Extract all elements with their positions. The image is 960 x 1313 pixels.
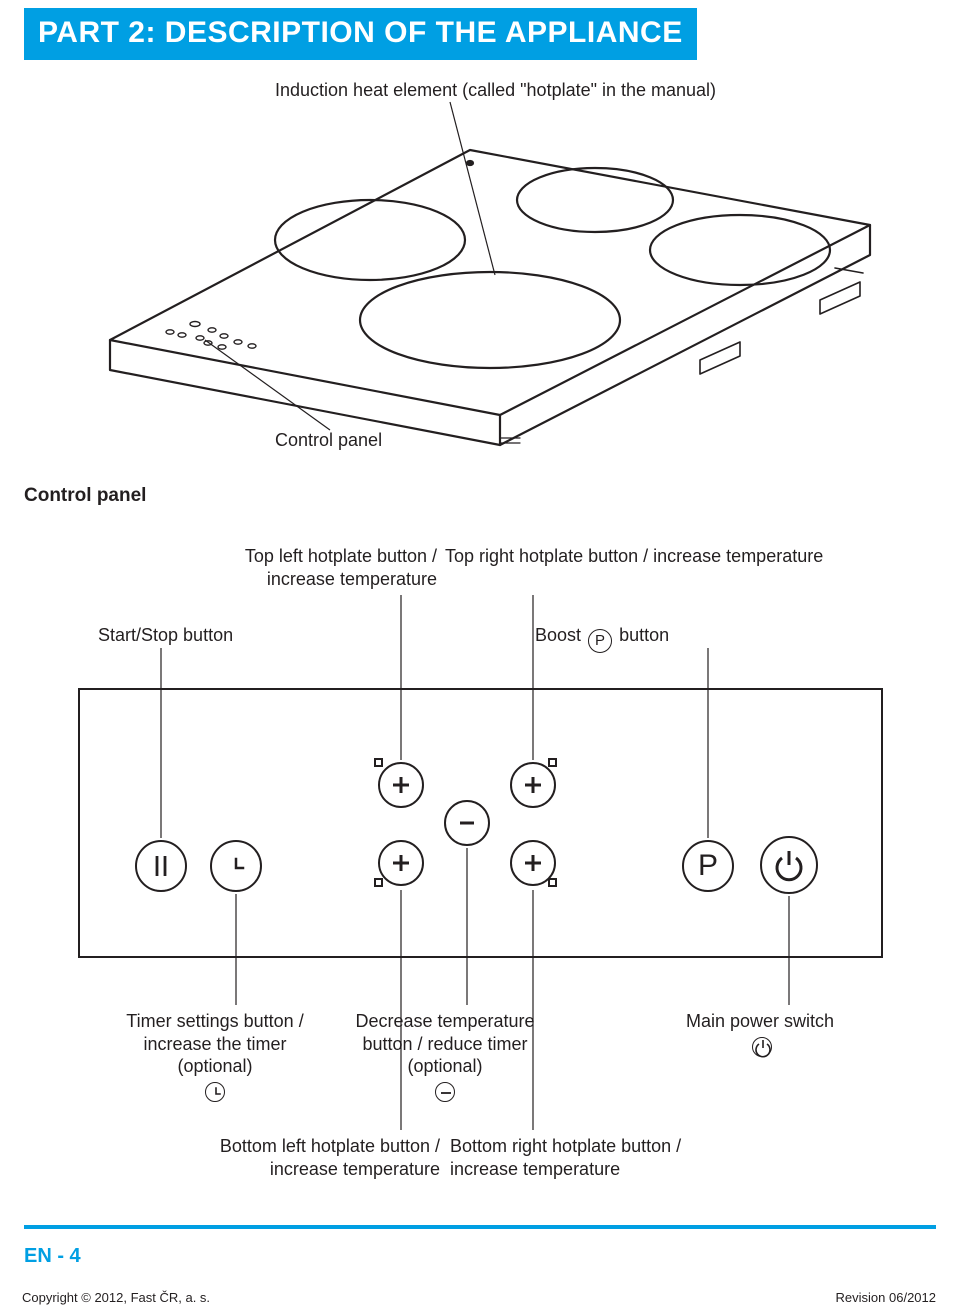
- minus-icon: [436, 1083, 456, 1103]
- power-icon: [753, 1038, 773, 1058]
- callout-induction: Induction heat element (called "hotplate…: [275, 80, 716, 101]
- power-icon: [772, 848, 806, 882]
- boost-p-button-icon: P: [682, 840, 734, 892]
- label-timer-settings: Timer settings button / increase the tim…: [120, 1010, 310, 1102]
- plus-icon: [521, 773, 545, 797]
- pause-button-icon: [135, 840, 187, 892]
- label-boost-pre: Boost: [535, 625, 581, 645]
- indicator-tl: [374, 758, 383, 767]
- plus-top-right-icon: [510, 762, 556, 808]
- indicator-tr: [548, 758, 557, 767]
- boost-p-inline-icon: P: [588, 629, 612, 653]
- indicator-br: [548, 878, 557, 887]
- plus-icon: [389, 773, 413, 797]
- power-button-icon: [760, 836, 818, 894]
- small-power-icon: [752, 1037, 772, 1057]
- p-glyph: P: [698, 849, 718, 883]
- callout-control-panel: Control panel: [275, 430, 382, 451]
- clock-icon: [223, 853, 249, 879]
- footer-rule: [24, 1225, 936, 1229]
- hob-illustration: [0, 0, 960, 500]
- label-top-right-hotplate: Top right hotplate button / increase tem…: [445, 545, 823, 568]
- label-start-stop: Start/Stop button: [98, 625, 233, 646]
- plus-bottom-left-icon: [378, 840, 424, 886]
- minus-button-icon: [444, 800, 490, 846]
- label-main-power: Main power switch: [680, 1010, 840, 1057]
- clock-icon: [206, 1083, 226, 1103]
- plus-top-left-icon: [378, 762, 424, 808]
- label-bottom-right-hotplate: Bottom right hotplate button / increase …: [450, 1135, 730, 1180]
- small-minus-icon: [435, 1082, 455, 1102]
- label-decrease-text: Decrease temperature button / reduce tim…: [355, 1011, 534, 1076]
- minus-icon: [455, 811, 479, 835]
- label-timer-text: Timer settings button / increase the tim…: [126, 1011, 303, 1076]
- copyright-text: Copyright © 2012, Fast ČR, a. s.: [22, 1290, 210, 1305]
- plus-icon: [389, 851, 413, 875]
- label-main-text: Main power switch: [686, 1011, 834, 1031]
- timer-button-icon: [210, 840, 262, 892]
- revision-text: Revision 06/2012: [836, 1290, 936, 1305]
- page-number: EN - 4: [24, 1245, 81, 1268]
- label-boost: Boost P button: [535, 625, 669, 653]
- label-bottom-left-hotplate: Bottom left hotplate button / increase t…: [180, 1135, 440, 1180]
- pause-icon: [151, 853, 171, 879]
- indicator-bl: [374, 878, 383, 887]
- label-boost-post: button: [619, 625, 669, 645]
- label-decrease-temp: Decrease temperature button / reduce tim…: [355, 1010, 535, 1102]
- label-top-left-hotplate: Top left hotplate button / increase temp…: [215, 545, 437, 590]
- plus-icon: [521, 851, 545, 875]
- heading-control-panel: Control panel: [24, 485, 146, 507]
- small-clock-icon: [205, 1082, 225, 1102]
